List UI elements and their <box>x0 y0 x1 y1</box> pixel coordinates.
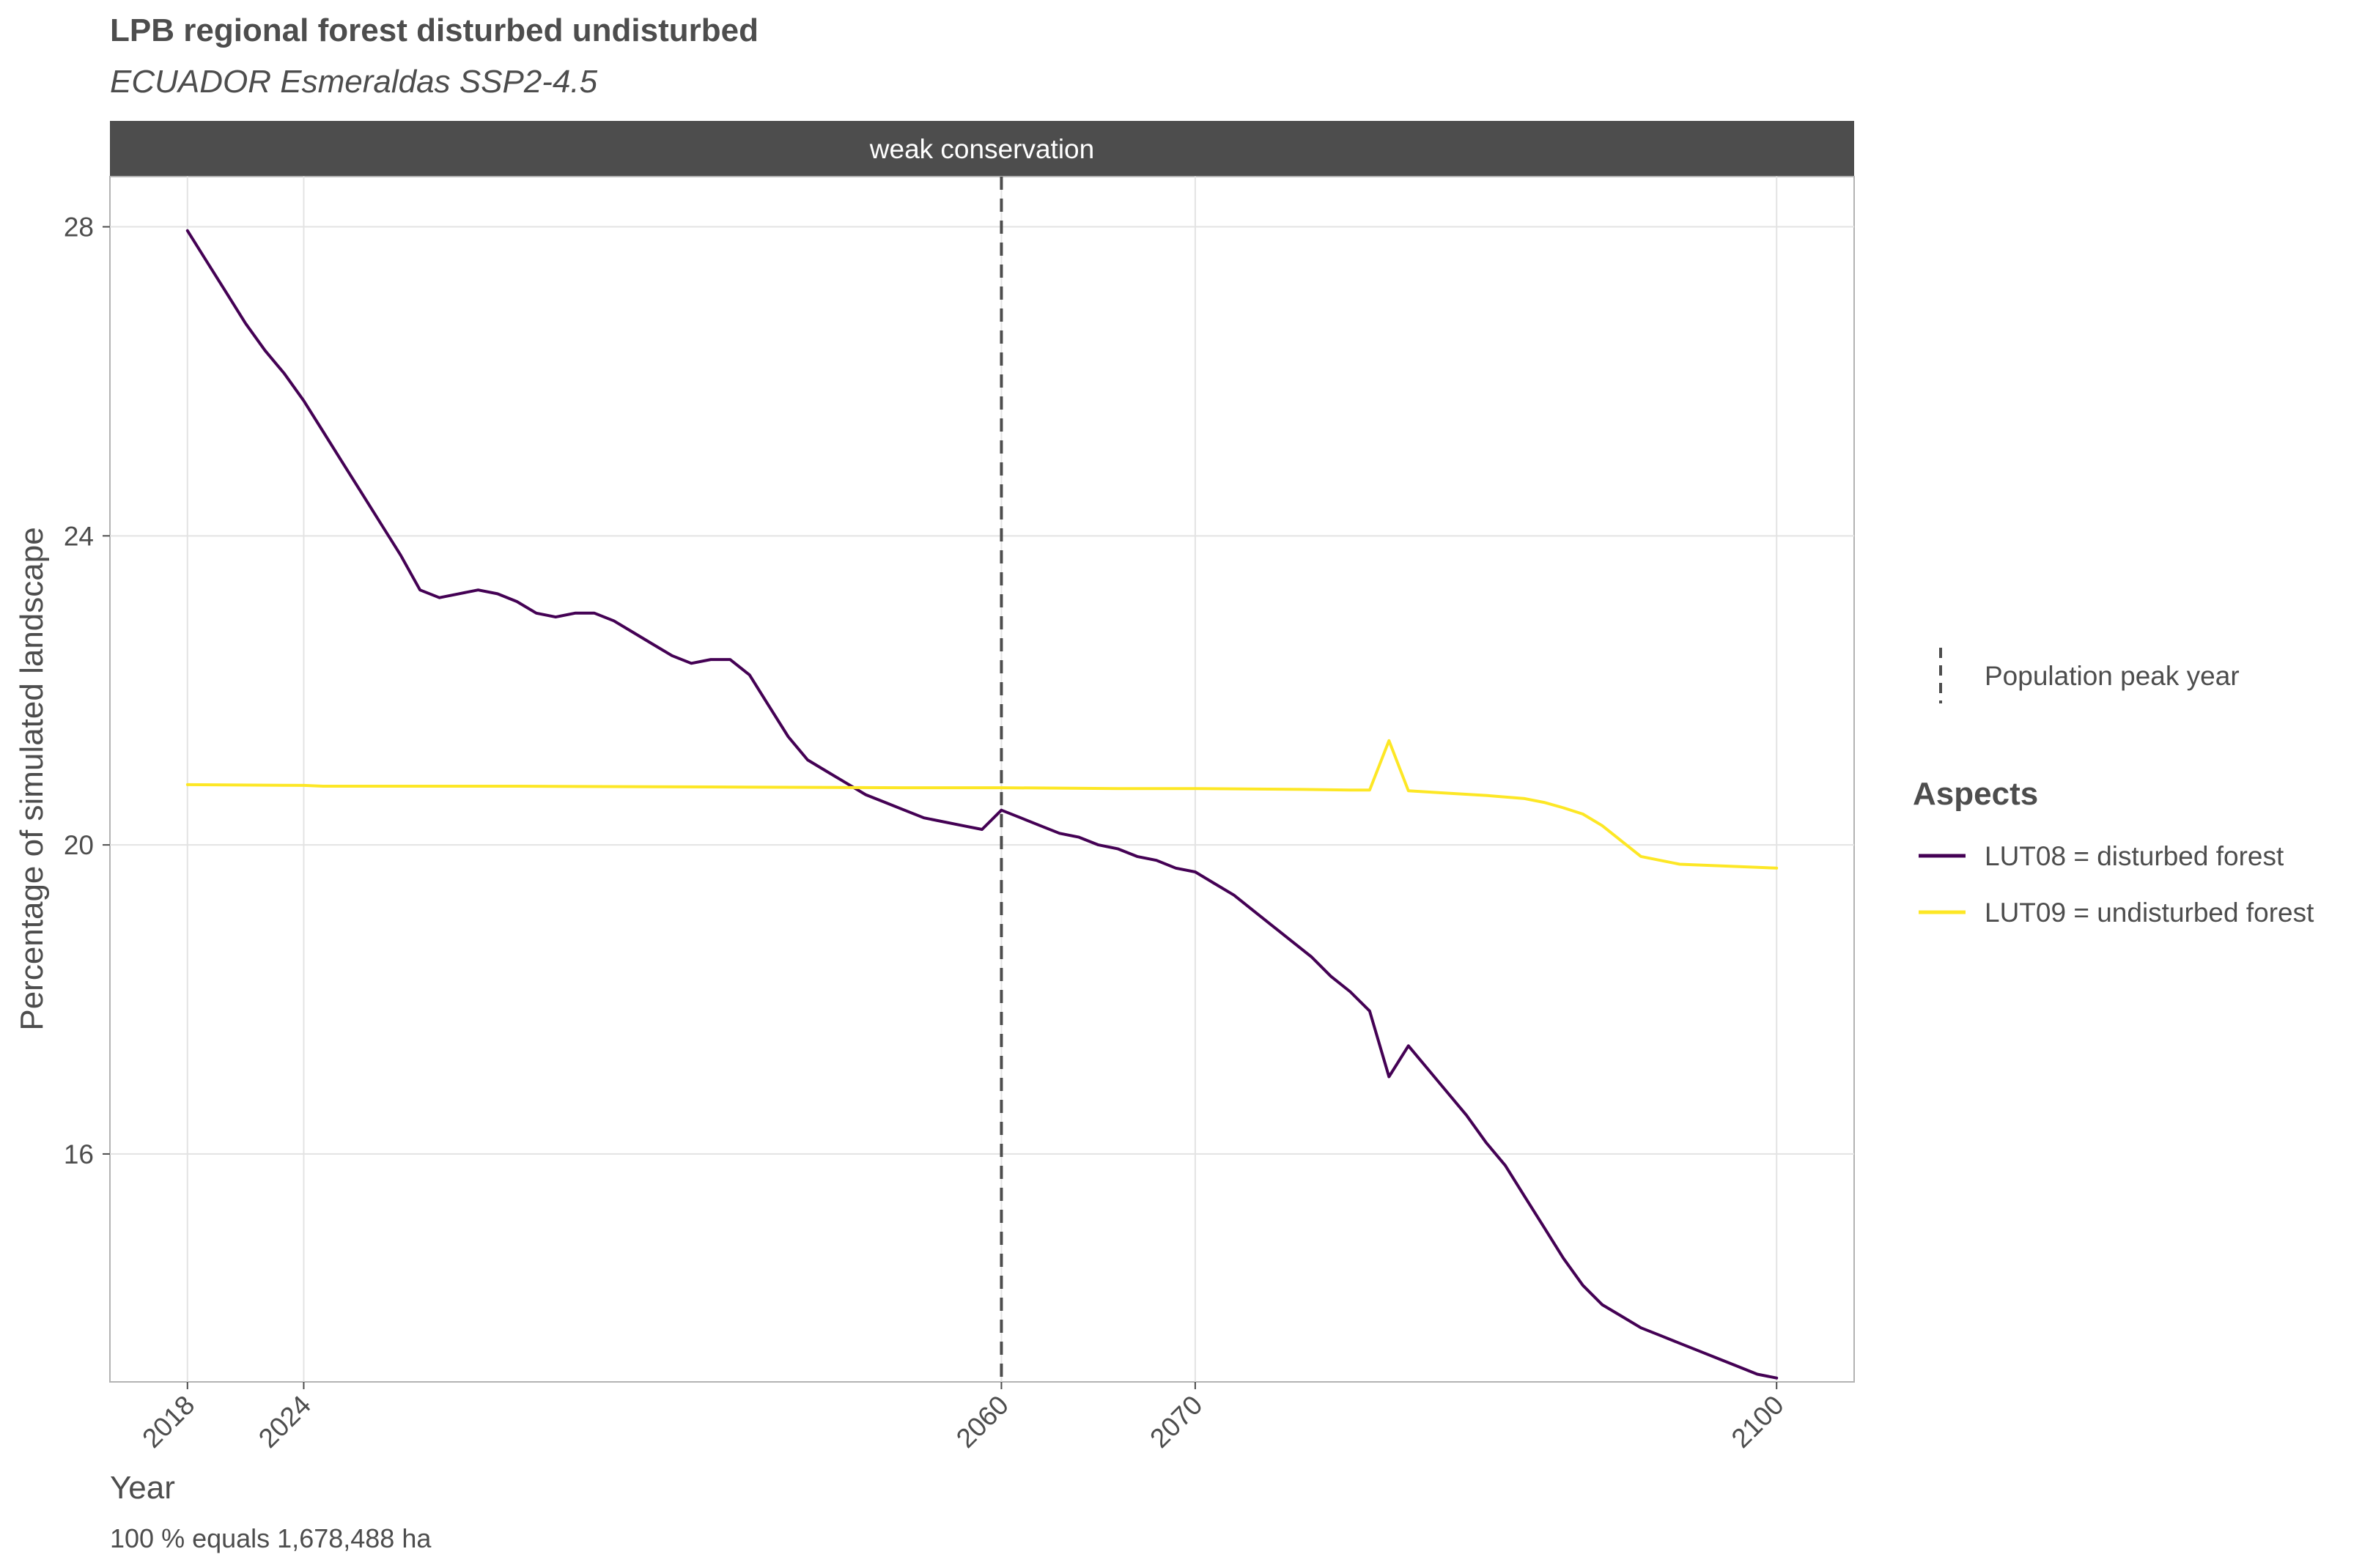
legend-label-series-1: LUT08 = disturbed forest <box>1985 841 2284 871</box>
x-axis-ticks: 2018 2024 2060 2070 2100 <box>136 1382 1790 1454</box>
plot-panel <box>109 176 1855 1383</box>
x-tick-label: 2070 <box>1144 1390 1208 1454</box>
gridlines <box>110 177 1854 1382</box>
x-tick-label: 2060 <box>951 1390 1014 1454</box>
x-axis-title: Year <box>110 1470 175 1506</box>
caption: 100 % equals 1,678,488 ha <box>110 1523 432 1553</box>
legend-label-population-peak: Population peak year <box>1985 661 2240 691</box>
legend: Population peak year Aspects LUT08 = dis… <box>1913 648 2314 928</box>
x-tick-label: 2100 <box>1726 1390 1790 1454</box>
series-line-1 <box>185 229 1779 1380</box>
y-tick-label: 20 <box>64 830 94 860</box>
legend-label-series-2: LUT09 = undisturbed forest <box>1985 898 2314 928</box>
y-tick-label: 24 <box>64 521 94 551</box>
y-axis-ticks: 16 20 24 28 <box>64 212 110 1169</box>
chart-subtitle: ECUADOR Esmeraldas SSP2-4.5 <box>110 64 598 100</box>
chart-title: LPB regional forest disturbed undisturbe… <box>110 12 759 48</box>
facet-strip <box>110 121 1854 177</box>
x-tick-label: 2024 <box>253 1390 317 1454</box>
series-line-2 <box>185 739 1779 870</box>
y-tick-label: 28 <box>64 212 94 243</box>
x-tick-label: 2018 <box>136 1390 200 1454</box>
y-tick-label: 16 <box>64 1139 94 1169</box>
y-axis-title: Percentage of simulated landscape <box>14 527 50 1030</box>
facet-label: weak conservation <box>869 134 1094 164</box>
series-lines <box>185 229 1779 1380</box>
legend-title: Aspects <box>1913 776 2038 812</box>
